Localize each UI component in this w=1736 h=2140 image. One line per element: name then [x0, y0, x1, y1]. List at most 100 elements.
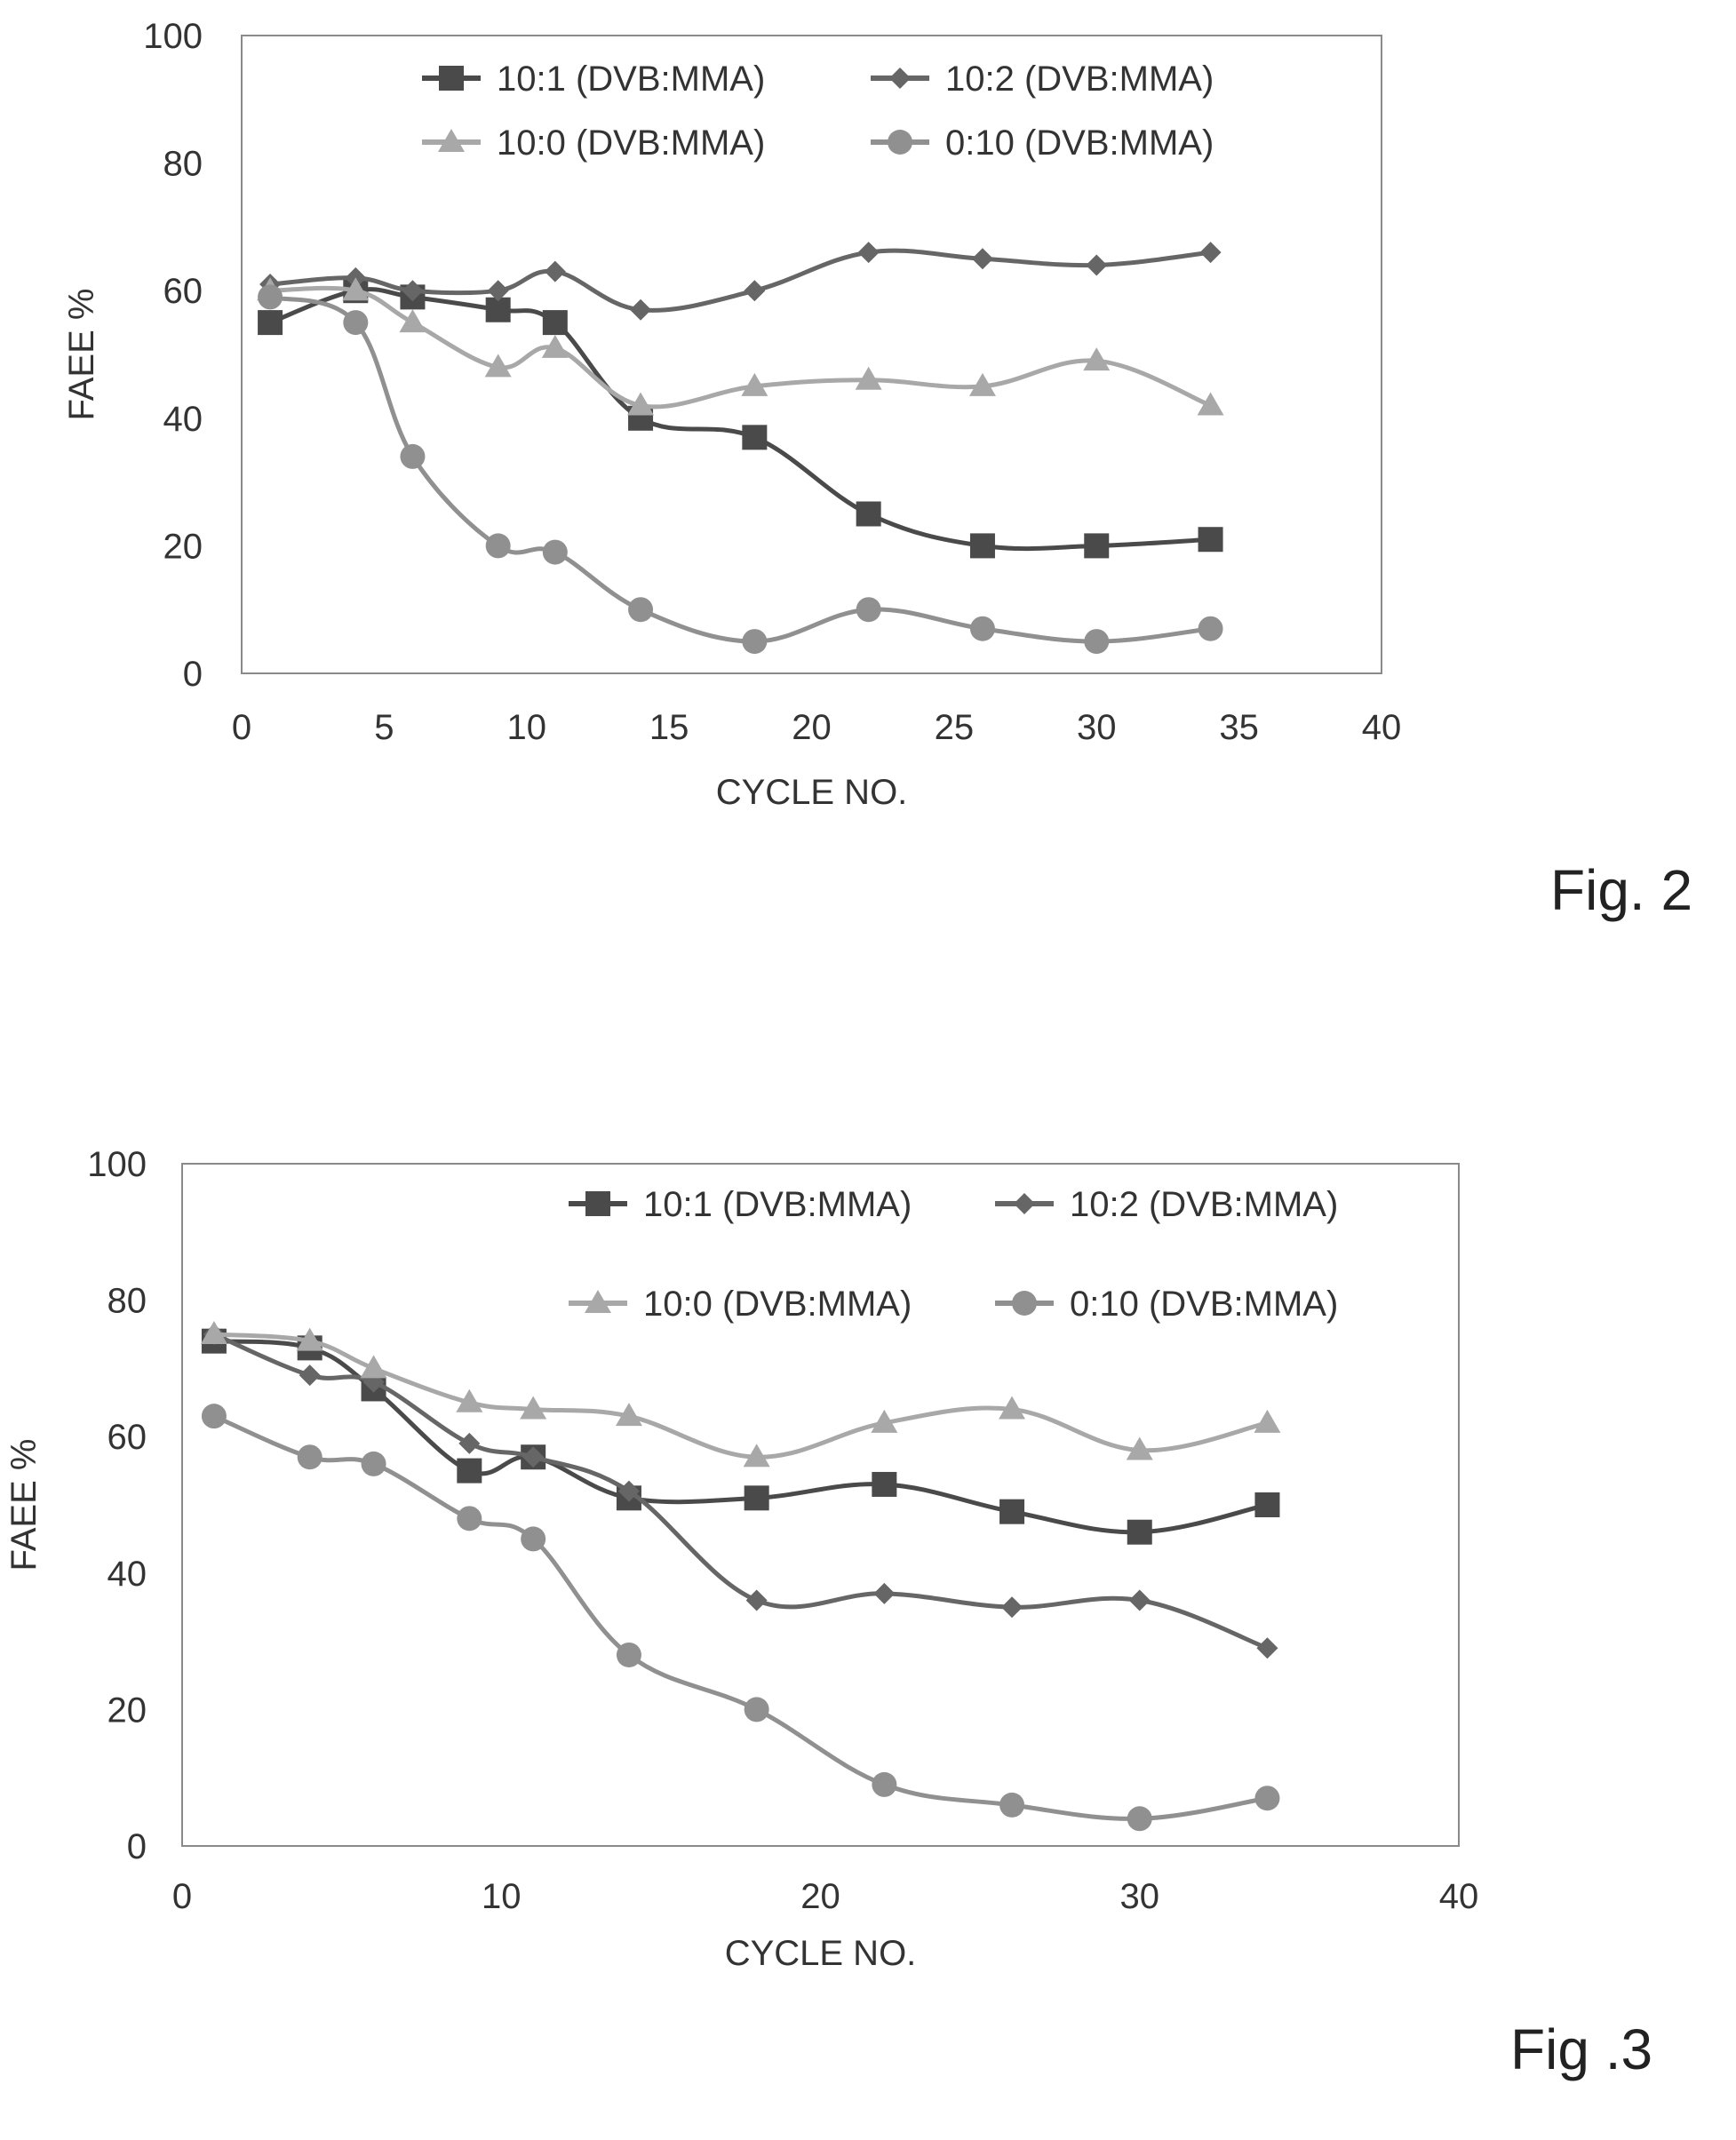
data-point: [630, 298, 652, 321]
x-tick-label: 30: [1120, 1877, 1160, 1916]
y-axis-title: FAEE %: [4, 1439, 44, 1571]
legend-label: 0:10 (DVB:MMA): [1070, 1285, 1338, 1324]
y-tick-label: 80: [163, 145, 203, 184]
y-tick-label: 20: [108, 1691, 147, 1730]
legend-entry: 10:0 (DVB:MMA): [422, 123, 765, 163]
series-line: [269, 294, 1211, 644]
data-point: [1086, 254, 1108, 276]
legend-entry: 10:1 (DVB:MMA): [422, 60, 765, 99]
data-point: [872, 1471, 897, 1497]
x-tick-label: 5: [374, 708, 394, 747]
data-point: [456, 1388, 483, 1412]
data-point: [1199, 242, 1222, 264]
data-point: [399, 309, 426, 333]
data-point: [742, 425, 768, 450]
data-point: [627, 392, 655, 416]
fig3-plot: 0 20 40 60 80 100 0 10 20 30 40 CYCLE NO. FAEE % 10:1…: [4, 1145, 1478, 1973]
x-tick-label: 40: [1439, 1877, 1479, 1916]
data-point: [297, 1444, 323, 1470]
legend-marker: [585, 1191, 610, 1216]
data-point: [744, 280, 766, 302]
data-point: [400, 443, 426, 469]
data-point: [361, 1451, 386, 1476]
data-point: [520, 1396, 547, 1420]
data-point: [201, 1404, 227, 1429]
data-point: [1254, 1409, 1281, 1433]
data-point: [741, 372, 768, 396]
data-point: [458, 1432, 481, 1454]
legend-entry: 10:0 (DVB:MMA): [569, 1285, 912, 1324]
data-point: [487, 280, 509, 302]
y-tick-label: 100: [143, 17, 203, 56]
data-point: [544, 260, 566, 282]
y-tick-label: 0: [127, 1827, 147, 1866]
series-line: [213, 1332, 1268, 1460]
data-point: [1126, 1436, 1153, 1460]
data-point: [484, 354, 512, 378]
data-point: [742, 629, 768, 655]
data-point: [1127, 1806, 1152, 1832]
legend-label: 10:0 (DVB:MMA): [497, 123, 765, 163]
data-point: [617, 1480, 640, 1502]
data-point: [457, 1506, 482, 1531]
legend-label: 10:2 (DVB:MMA): [1070, 1185, 1338, 1224]
y-tick-label: 40: [163, 400, 203, 439]
data-point: [969, 533, 995, 559]
data-point: [856, 597, 881, 623]
legend-entry: 0:10 (DVB:MMA): [871, 123, 1214, 163]
data-point: [615, 1403, 642, 1427]
data-point: [1128, 1589, 1151, 1611]
x-tick-label: 30: [1077, 708, 1117, 747]
legend-marker: [889, 68, 911, 89]
data-point: [542, 539, 568, 565]
data-point: [1001, 1596, 1023, 1619]
data-point: [402, 280, 424, 302]
x-tick-label: 35: [1219, 708, 1259, 747]
series-triangle: [200, 1321, 1281, 1468]
data-point: [1198, 616, 1223, 641]
y-tick-label: 0: [183, 655, 203, 694]
legend-entry: 10:2 (DVB:MMA): [871, 60, 1214, 99]
x-tick-label: 10: [482, 1877, 522, 1916]
legend-marker: [585, 1290, 611, 1313]
legend-label: 10:0 (DVB:MMA): [643, 1285, 912, 1324]
data-point: [999, 1792, 1025, 1818]
data-point: [522, 1446, 545, 1468]
y-tick-label: 20: [163, 527, 203, 566]
x-tick-label: 0: [172, 1877, 192, 1916]
fig2-label: Fig. 2: [1550, 858, 1693, 922]
data-point: [1083, 347, 1111, 371]
data-point: [871, 1409, 898, 1433]
x-tick-label: 15: [649, 708, 689, 747]
legend-label: 0:10 (DVB:MMA): [945, 123, 1214, 163]
series-triangle: [257, 277, 1224, 416]
data-point: [999, 1499, 1025, 1524]
data-point: [969, 616, 995, 641]
series-square: [201, 1328, 1280, 1545]
data-point: [342, 277, 370, 301]
data-point: [299, 1364, 321, 1387]
plot-frame: [181, 1163, 1460, 1847]
data-point: [1256, 1637, 1278, 1659]
x-axis-title: CYCLE NO.: [716, 773, 908, 812]
data-point: [541, 334, 569, 358]
data-point: [296, 1327, 323, 1351]
legend-entry: 10:2 (DVB:MMA): [995, 1185, 1338, 1224]
x-axis-title: CYCLE NO.: [725, 1934, 917, 1973]
x-tick-label: 40: [1362, 708, 1402, 747]
data-point: [521, 1526, 546, 1552]
data-point: [485, 297, 511, 322]
series-square: [258, 278, 1223, 559]
data-point: [258, 310, 283, 336]
data-point: [1254, 1786, 1280, 1811]
series-circle: [258, 284, 1223, 655]
data-point: [971, 248, 993, 270]
data-point: [745, 1589, 768, 1611]
plot-frame: [241, 35, 1382, 674]
data-point: [343, 310, 369, 336]
data-point: [628, 597, 654, 623]
x-tick-label: 20: [792, 708, 832, 747]
data-point: [1127, 1519, 1152, 1545]
y-tick-label: 60: [163, 272, 203, 311]
